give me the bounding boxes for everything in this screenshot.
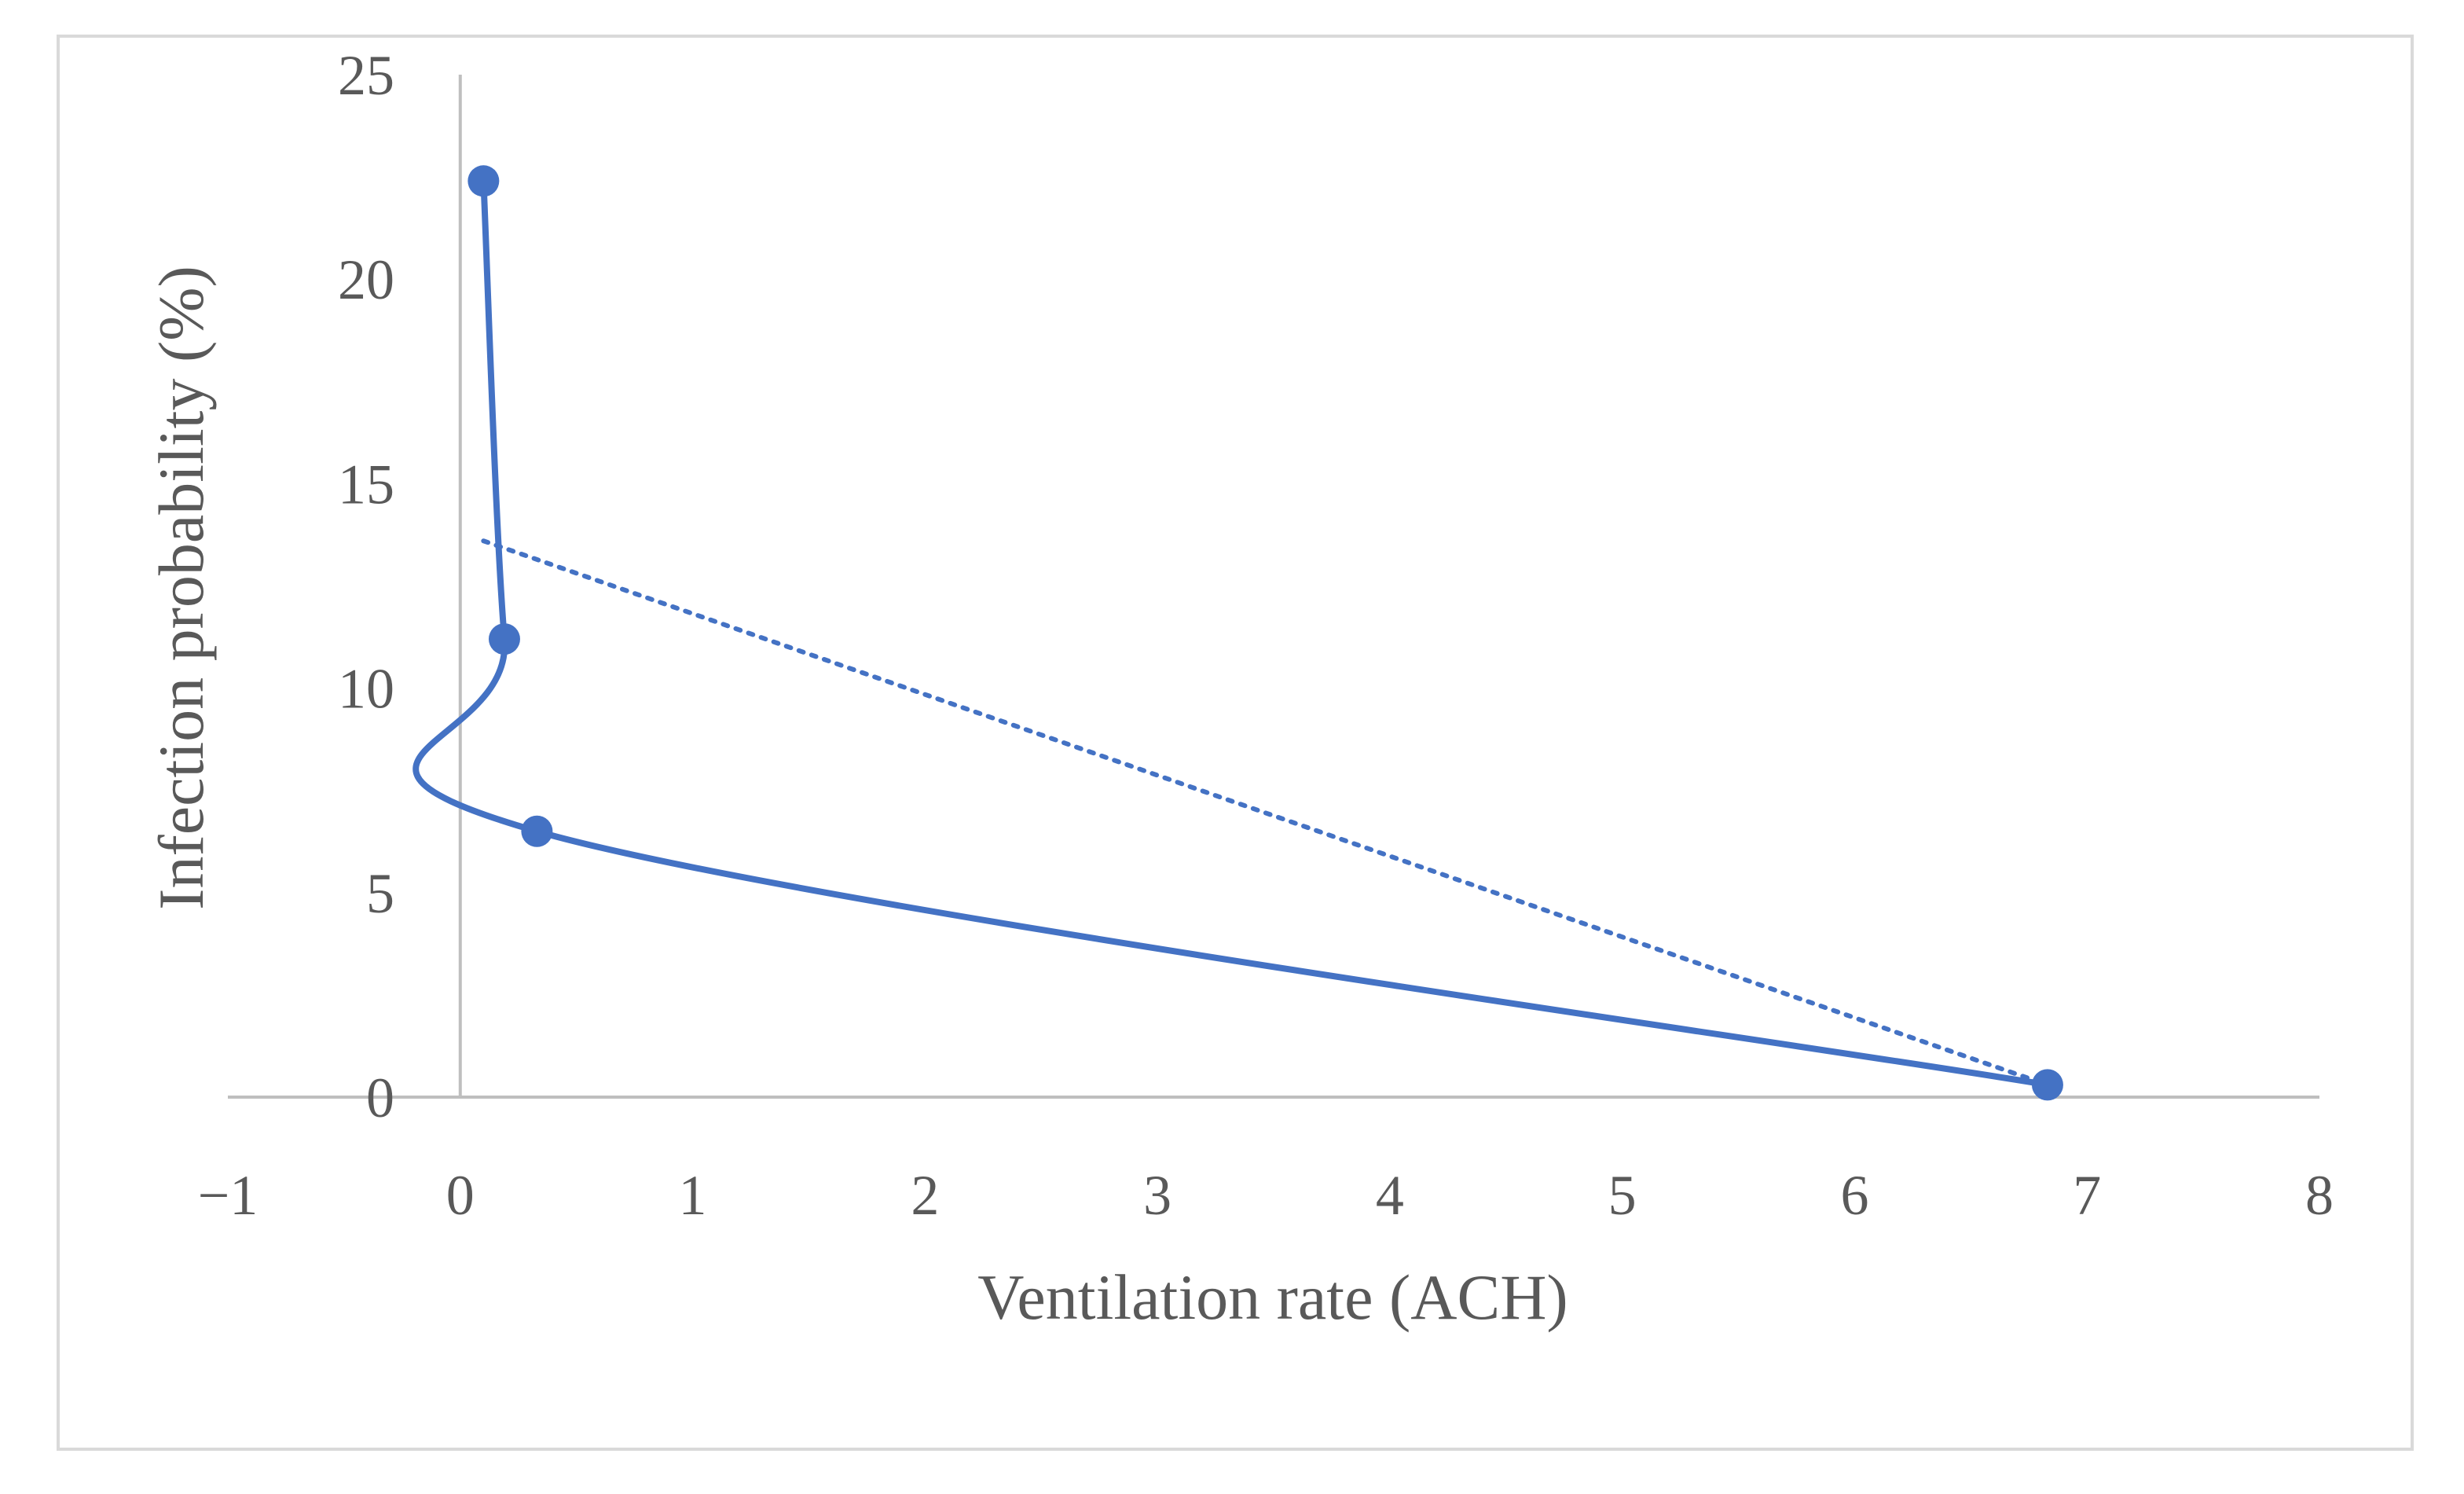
y-tick-label: 5 [366, 862, 394, 925]
y-tick-labels: 0 5 10 15 20 25 [338, 44, 394, 1129]
x-tick-label: 6 [1840, 1164, 1868, 1227]
data-point [521, 815, 553, 847]
x-tick-label: 8 [2305, 1164, 2334, 1227]
y-axis-title: Infection probability (%) [145, 266, 217, 910]
x-tick-label: 2 [911, 1164, 939, 1227]
y-tick-label: 0 [366, 1066, 394, 1129]
x-tick-label: 1 [679, 1164, 707, 1227]
y-tick-label: 25 [338, 44, 394, 107]
axes [228, 75, 2319, 1099]
y-tick-label: 10 [338, 658, 394, 721]
series-line [412, 178, 2051, 1088]
data-point [2031, 1069, 2063, 1101]
data-points [468, 165, 2063, 1101]
trendline [481, 538, 2050, 1088]
x-tick-label: −1 [198, 1164, 258, 1227]
data-point [468, 165, 500, 197]
data-point [488, 623, 520, 655]
x-axis-title: Ventilation rate (ACH) [977, 1261, 1568, 1333]
x-tick-label: 3 [1143, 1164, 1172, 1227]
x-tick-label: 0 [446, 1164, 475, 1227]
x-tick-label: 7 [2073, 1164, 2101, 1227]
chart-frame [57, 35, 2414, 1451]
x-tick-label: 5 [1608, 1164, 1637, 1227]
x-tick-labels: −1 0 1 2 3 4 5 6 7 8 [198, 1164, 2334, 1227]
y-tick-label: 15 [338, 453, 394, 516]
x-tick-label: 4 [1376, 1164, 1404, 1227]
y-tick-label: 20 [338, 248, 394, 311]
